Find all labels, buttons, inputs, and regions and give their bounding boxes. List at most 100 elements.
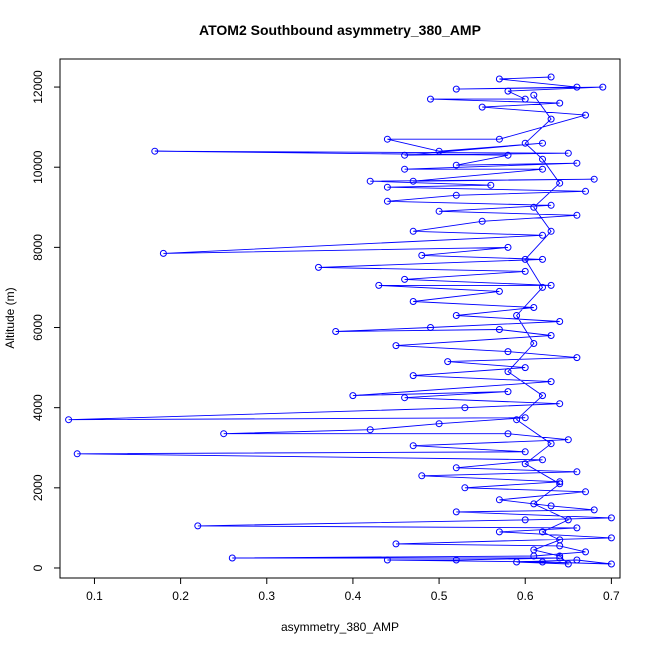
data-point bbox=[539, 456, 546, 464]
data-point bbox=[383, 183, 391, 191]
data-point bbox=[383, 197, 391, 205]
data-point bbox=[495, 326, 503, 333]
data-point bbox=[564, 560, 572, 568]
data-point bbox=[530, 91, 538, 99]
data-point bbox=[375, 281, 383, 289]
data-point bbox=[582, 548, 589, 556]
data-point bbox=[409, 372, 417, 380]
y-tick-label: 2000 bbox=[31, 474, 45, 501]
data-point bbox=[452, 508, 460, 516]
data-point bbox=[495, 135, 503, 143]
data-point bbox=[530, 304, 538, 311]
data-point bbox=[556, 554, 564, 562]
data-point bbox=[556, 552, 564, 560]
data-point bbox=[547, 378, 555, 386]
data-point bbox=[478, 217, 486, 225]
data-point bbox=[573, 556, 581, 564]
data-point bbox=[418, 472, 426, 480]
data-point bbox=[521, 255, 529, 263]
data-point bbox=[366, 177, 374, 185]
data-point bbox=[409, 298, 417, 305]
data-point bbox=[513, 416, 521, 424]
data-point bbox=[409, 442, 417, 450]
data-point bbox=[521, 516, 529, 524]
data-point bbox=[401, 165, 409, 173]
data-point bbox=[504, 348, 512, 356]
data-point bbox=[539, 231, 546, 239]
data-point bbox=[539, 139, 546, 147]
data-point bbox=[73, 450, 81, 458]
data-point bbox=[573, 83, 581, 91]
data-point bbox=[547, 440, 555, 448]
data-point bbox=[452, 312, 460, 319]
y-tick-label: 12000 bbox=[31, 70, 45, 104]
data-point bbox=[590, 175, 598, 183]
data-point bbox=[530, 203, 538, 211]
data-point bbox=[504, 151, 512, 159]
data-point bbox=[590, 506, 598, 514]
data-point bbox=[521, 448, 529, 456]
data-point bbox=[607, 514, 615, 522]
data-point bbox=[495, 528, 503, 536]
series-group bbox=[65, 73, 615, 568]
y-tick-label: 10000 bbox=[31, 150, 45, 184]
data-point bbox=[220, 430, 228, 438]
data-point bbox=[556, 179, 564, 187]
data-point bbox=[556, 536, 564, 544]
data-point bbox=[573, 524, 581, 532]
data-point bbox=[539, 155, 546, 163]
data-point bbox=[383, 556, 391, 564]
data-point bbox=[452, 464, 460, 472]
data-point bbox=[573, 211, 581, 219]
data-point bbox=[547, 201, 555, 209]
x-tick-label: 0.4 bbox=[345, 589, 362, 603]
data-point bbox=[461, 404, 469, 412]
data-point bbox=[504, 430, 512, 438]
data-point bbox=[427, 95, 434, 103]
data-point bbox=[547, 73, 555, 81]
series-line bbox=[68, 76, 612, 565]
data-point bbox=[151, 147, 159, 155]
data-point bbox=[564, 149, 572, 157]
data-point bbox=[582, 488, 589, 496]
data-point bbox=[530, 546, 538, 554]
data-point bbox=[444, 358, 452, 366]
data-point bbox=[556, 318, 564, 325]
data-point bbox=[159, 249, 167, 257]
data-point bbox=[607, 560, 615, 568]
x-tick-label: 0.7 bbox=[603, 589, 620, 603]
data-point bbox=[513, 558, 521, 566]
x-axis-label: asymmetry_380_AMP bbox=[281, 620, 399, 634]
data-point bbox=[435, 420, 443, 428]
data-point bbox=[547, 332, 555, 339]
data-point bbox=[539, 165, 546, 173]
data-point bbox=[401, 275, 409, 283]
data-point bbox=[513, 312, 521, 319]
data-point bbox=[547, 281, 555, 289]
data-point bbox=[504, 368, 512, 376]
data-point bbox=[573, 354, 581, 362]
data-point bbox=[564, 436, 572, 444]
data-point bbox=[495, 287, 503, 295]
x-tick-label: 0.3 bbox=[258, 589, 275, 603]
plot-frame bbox=[59, 58, 621, 579]
x-tick-label: 0.1 bbox=[86, 589, 103, 603]
data-point bbox=[556, 400, 564, 408]
y-axis: 0 2000 4000 6000 8000 10000 12000 bbox=[31, 70, 60, 571]
data-point bbox=[504, 388, 512, 396]
data-point bbox=[435, 147, 443, 155]
data-point bbox=[547, 502, 555, 510]
data-point bbox=[409, 177, 417, 185]
data-point bbox=[556, 99, 564, 107]
data-point bbox=[366, 426, 374, 434]
data-point bbox=[539, 528, 546, 536]
data-point bbox=[521, 139, 529, 147]
data-point bbox=[521, 95, 529, 103]
x-tick-label: 0.2 bbox=[172, 589, 189, 603]
data-point bbox=[452, 556, 460, 564]
data-point bbox=[228, 554, 236, 562]
data-point bbox=[65, 416, 73, 424]
data-point bbox=[495, 496, 503, 504]
data-point bbox=[564, 516, 572, 524]
